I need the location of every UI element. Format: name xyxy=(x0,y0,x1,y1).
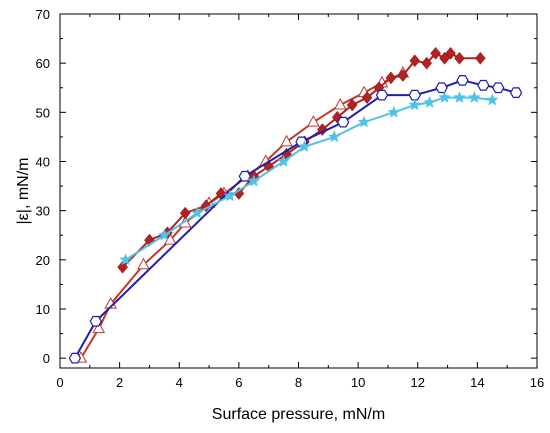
plot-frame xyxy=(59,13,538,369)
series-line xyxy=(121,52,481,268)
data-point xyxy=(200,199,212,213)
data-point xyxy=(409,54,421,68)
data-point xyxy=(333,97,347,110)
data-point xyxy=(327,130,341,143)
data-point xyxy=(346,98,358,112)
x-tick-label: 2 xyxy=(116,375,123,390)
data-point xyxy=(238,170,251,182)
data-point xyxy=(92,321,106,334)
series-4 xyxy=(119,90,499,266)
data-point xyxy=(280,134,293,147)
data-point xyxy=(375,89,389,101)
x-tick-label: 8 xyxy=(295,375,302,390)
data-point xyxy=(117,260,128,274)
data-point xyxy=(68,352,82,364)
data-point xyxy=(357,115,371,128)
series-line xyxy=(125,96,493,261)
data-point xyxy=(445,46,456,60)
data-point xyxy=(485,93,499,106)
data-point xyxy=(435,82,448,94)
data-point xyxy=(157,228,171,241)
data-point xyxy=(277,154,290,167)
data-point xyxy=(298,140,311,153)
data-point xyxy=(223,189,237,202)
data-point xyxy=(385,71,397,85)
data-point xyxy=(144,233,155,247)
y-tick-label: 70 xyxy=(36,7,50,22)
data-point xyxy=(408,98,422,111)
data-point xyxy=(421,56,433,70)
data-point xyxy=(337,116,350,128)
series-line xyxy=(74,79,517,359)
y-tick-label: 40 xyxy=(36,155,50,170)
y-axis-ticks: 0 10 20 30 40 50 60 70 xyxy=(36,7,537,366)
data-point xyxy=(509,87,523,98)
y-tick-label: 10 xyxy=(36,302,50,317)
data-point xyxy=(423,95,437,108)
data-point xyxy=(119,253,132,266)
data-point xyxy=(456,75,469,86)
x-tick-label: 16 xyxy=(530,375,544,390)
y-tick-label: 20 xyxy=(36,253,50,268)
data-point xyxy=(492,82,505,94)
x-axis-title: Surface pressure, mN/m xyxy=(212,406,385,423)
x-tick-label: 6 xyxy=(235,375,242,390)
data-point xyxy=(477,79,490,91)
data-point xyxy=(397,69,409,82)
data-point xyxy=(179,206,191,220)
data-point xyxy=(453,90,466,103)
y-tick-label: 60 xyxy=(36,56,50,71)
data-point xyxy=(190,206,204,219)
data-point xyxy=(454,51,465,65)
x-tick-label: 14 xyxy=(470,375,484,390)
data-point xyxy=(387,105,401,118)
y-axis-title: |ε|, mN/m xyxy=(15,158,32,225)
x-tick-label: 12 xyxy=(411,375,425,390)
data-point xyxy=(137,257,150,270)
series-line xyxy=(80,72,404,359)
data-point xyxy=(468,90,481,103)
data-point xyxy=(408,89,421,101)
y-tick-label: 0 xyxy=(43,351,50,366)
data-point xyxy=(361,91,373,104)
x-tick-label: 10 xyxy=(351,375,365,390)
data-point xyxy=(307,115,320,127)
data-point xyxy=(430,46,441,60)
y-tick-label: 30 xyxy=(36,204,50,219)
data-point xyxy=(89,315,102,327)
plot-marks xyxy=(68,46,523,364)
y-tick-label: 50 xyxy=(36,105,50,120)
data-point xyxy=(475,51,486,65)
x-tick-label: 4 xyxy=(176,375,183,390)
data-point xyxy=(317,123,328,136)
data-point xyxy=(247,174,261,187)
x-axis-ticks: 0 2 4 6 8 10 12 14 16 xyxy=(56,14,544,390)
data-point xyxy=(438,90,451,103)
x-tick-label: 0 xyxy=(56,375,63,390)
series-3 xyxy=(68,75,523,364)
